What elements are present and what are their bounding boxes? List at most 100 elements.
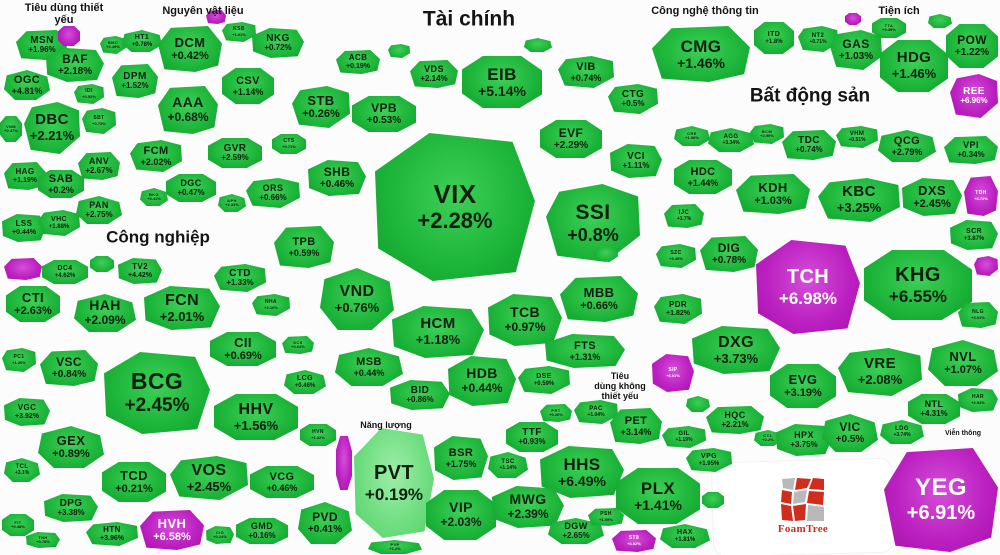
sector-label-tai-chinh[interactable]: Tài chính	[422, 7, 516, 31]
stock-cell-htn[interactable]: HTN +3.96%	[86, 522, 138, 546]
stock-cell-hdb[interactable]: HDB +0.44%	[448, 356, 516, 406]
stock-cell-lcg[interactable]: LCG +0.46%	[284, 370, 326, 394]
stock-cell-small[interactable]	[686, 396, 710, 412]
stock-cell-dpm[interactable]: DPM +1.52%	[112, 64, 158, 98]
stock-cell-gvr[interactable]: GVR +2.59%	[208, 138, 262, 168]
stock-cell-szc[interactable]: SZC +3.49%	[656, 244, 696, 268]
stock-cell-vib[interactable]: VIB +0.74%	[558, 56, 614, 88]
stock-cell-pdr[interactable]: PDR +1.82%	[654, 294, 702, 324]
stock-cell-vhc[interactable]: VHC +1.88%	[38, 210, 80, 236]
stock-cell-dxg[interactable]: DXG +3.73%	[692, 326, 780, 374]
stock-cell-dse[interactable]: DSE +0.59%	[518, 366, 570, 394]
stock-cell-aph[interactable]: APH +2.33%	[218, 194, 246, 212]
stock-cell-st8[interactable]: ST8 +6.92%	[612, 530, 656, 552]
stock-cell-hax[interactable]: HAX +1.81%	[660, 524, 710, 548]
stock-cell-vgc[interactable]: VGC +3.92%	[4, 398, 50, 426]
stock-cell-ree[interactable]: REE +6.96%	[950, 74, 998, 118]
stock-cell-hpx[interactable]: HPX +3.75%	[776, 424, 832, 456]
stock-cell-har[interactable]: HAR +2.94%	[958, 388, 998, 412]
stock-cell-vre[interactable]: VRE +2.08%	[838, 348, 922, 396]
stock-cell-small[interactable]	[90, 256, 114, 272]
stock-cell-dxs[interactable]: DXS +2.45%	[902, 178, 962, 216]
stock-cell-hvn[interactable]: HVN +1.22%	[300, 424, 336, 446]
stock-cell-tcl[interactable]: TCL +3.1%	[4, 458, 40, 482]
stock-cell-small[interactable]	[928, 14, 952, 28]
stock-cell-bsr[interactable]: BSR +1.75%	[434, 436, 488, 480]
stock-cell-nvl[interactable]: NVL +1.07%	[928, 340, 998, 386]
stock-cell-pc1[interactable]: PC1 +1.26%	[2, 348, 36, 372]
stock-cell-hqc[interactable]: HQC +2.21%	[706, 406, 764, 434]
stock-cell-bkg[interactable]: BKG +0.41%	[140, 188, 168, 206]
stock-cell-cmg[interactable]: CMG +1.46%	[652, 26, 750, 82]
stock-cell-sbt[interactable]: SBT +0.73%	[82, 108, 116, 134]
stock-cell-scs[interactable]: SCS +0.64%	[282, 336, 314, 354]
stock-cell-gex[interactable]: GEX +0.89%	[38, 426, 104, 468]
stock-cell-scr[interactable]: SCR +3.87%	[950, 220, 998, 250]
stock-cell-agg[interactable]: AGG +3.34%	[708, 128, 754, 152]
stock-cell-evf[interactable]: EVF +2.29%	[540, 120, 602, 158]
stock-cell-tpb[interactable]: TPB +0.59%	[274, 226, 334, 268]
stock-cell-cti[interactable]: CTI +2.63%	[6, 286, 60, 322]
stock-cell-small[interactable]	[845, 13, 861, 25]
stock-cell-tv2[interactable]: TV2 +4.42%	[118, 258, 162, 284]
stock-cell-idi[interactable]: IDI +0.52%	[74, 84, 104, 104]
stock-cell-bcm[interactable]: BCM +2.59%	[750, 124, 784, 144]
stock-cell-msb[interactable]: MSB +0.44%	[335, 348, 403, 386]
stock-cell-vpb[interactable]: VPB +0.53%	[352, 96, 416, 132]
stock-cell-dpg[interactable]: DPG +3.38%	[44, 494, 98, 522]
stock-cell-pvt[interactable]: PVT +0.19%	[354, 428, 434, 538]
stock-cell-ttf[interactable]: TTF +0.93%	[506, 422, 558, 452]
stock-cell-ntl[interactable]: NTL +4.31%	[908, 394, 960, 424]
stock-cell-mwg[interactable]: MWG +2.39%	[492, 486, 564, 528]
stock-cell-hhv[interactable]: HHV +1.56%	[214, 394, 298, 440]
stock-cell-bcg[interactable]: BCG +2.45%	[104, 352, 210, 434]
sector-label-tien-ich[interactable]: Tiện ích	[878, 4, 920, 17]
stock-cell-tnh[interactable]: TNH +0.78%	[26, 532, 60, 548]
stock-cell-vnm[interactable]: VNM +0.47%	[0, 116, 22, 142]
stock-cell-prt[interactable]: PRT +0.26%	[540, 404, 572, 422]
stock-cell-sip[interactable]: SIP +6.91%	[652, 354, 694, 392]
stock-cell-mbb[interactable]: MBB +0.66%	[560, 276, 638, 322]
sector-label-cong-nghiep[interactable]: Công nghiệp	[106, 227, 210, 247]
stock-cell-vip[interactable]: VIP +2.03%	[426, 490, 496, 540]
stock-cell-acb[interactable]: ACB +0.19%	[336, 50, 380, 74]
stock-cell-lss[interactable]: LSS +0.44%	[2, 214, 46, 242]
stock-cell-ctd[interactable]: CTD +1.33%	[214, 264, 266, 292]
stock-cell-cts[interactable]: CTS +0.71%	[272, 134, 306, 154]
stock-cell-tdc[interactable]: TDC +0.74%	[782, 130, 836, 160]
stock-cell-qcg[interactable]: QCG +2.79%	[878, 130, 936, 162]
stock-cell-bid[interactable]: BID +0.86%	[390, 380, 450, 410]
stock-cell-pow[interactable]: POW +1.22%	[946, 24, 998, 68]
stock-cell-kbc[interactable]: KBC +3.25%	[818, 178, 900, 222]
stock-cell-eib[interactable]: EIB +5.14%	[462, 56, 542, 108]
stock-cell-pet[interactable]: PET +3.14%	[610, 408, 662, 444]
stock-cell-tsc[interactable]: TSC +1.14%	[488, 452, 528, 478]
stock-cell-dcm[interactable]: DCM +0.42%	[158, 26, 222, 72]
stock-cell-pac[interactable]: PAC +1.04%	[574, 400, 618, 424]
stock-cell-aaa[interactable]: AAA +0.68%	[158, 86, 218, 134]
stock-cell-hag[interactable]: HAG +1.19%	[4, 162, 46, 190]
stock-cell-pvp[interactable]: PVP +1.2%	[368, 540, 422, 554]
stock-cell-fit[interactable]: FIT +0.48%	[2, 514, 34, 536]
stock-cell-pan[interactable]: PAN +2.75%	[76, 196, 122, 224]
sector-label-bat-dong-san[interactable]: Bất động sản	[749, 85, 871, 107]
stock-cell-nkg[interactable]: NKG +0.72%	[252, 28, 304, 58]
stock-cell-vhm[interactable]: VHM +0.51%	[836, 126, 878, 148]
stock-cell-yeg[interactable]: YEG +6.91%	[884, 448, 998, 552]
stock-cell-dc4[interactable]: DC4 +4.62%	[42, 260, 88, 284]
stock-cell-small[interactable]	[336, 436, 352, 490]
stock-cell-stb[interactable]: STB +0.26%	[292, 86, 350, 128]
stock-cell-nlg[interactable]: NLG +3.01%	[958, 302, 998, 328]
stock-cell-small[interactable]	[388, 44, 410, 58]
stock-cell-shb[interactable]: SHB +0.46%	[308, 160, 366, 196]
stock-cell-dig[interactable]: DIG +0.78%	[700, 236, 758, 272]
stock-cell-ht1[interactable]: HT1 +0.78%	[122, 30, 162, 52]
stock-cell-ssi[interactable]: SSI +0.8%	[546, 184, 640, 262]
sector-label-cong-nghe-thong-tin[interactable]: Công nghệ thông tin	[651, 4, 759, 17]
stock-cell-gas[interactable]: GAS +1.03%	[830, 30, 882, 70]
stock-cell-itd[interactable]: ITD +1.8%	[754, 22, 794, 54]
stock-cell-vci[interactable]: VCI +1.11%	[610, 144, 662, 178]
stock-cell-vnd[interactable]: VND +0.76%	[320, 268, 394, 330]
stock-cell-pvd[interactable]: PVD +0.41%	[298, 502, 352, 544]
stock-cell-hdc[interactable]: HDC +1.44%	[674, 160, 732, 194]
